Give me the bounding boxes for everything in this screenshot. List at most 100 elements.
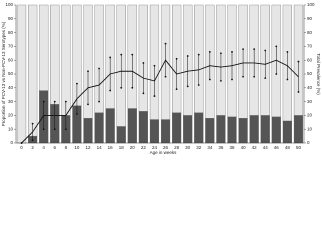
x-axis-label: Age in weeks [150,150,178,155]
x-tick-label: 22 [141,145,147,150]
error-cap [197,84,200,86]
y-tick-label: 20 [8,113,14,118]
error-cap [264,49,267,52]
bar [194,112,204,144]
bar-texture [94,5,104,113]
error-cap [131,86,134,89]
x-tick-label: 24 [152,145,158,150]
y-tick-label: 50 [8,71,14,76]
bar [172,112,182,144]
x-tick-label: 40 [241,145,247,150]
bar-texture [17,5,26,143]
error-cap [242,75,244,78]
line [21,59,299,144]
error-cap [297,60,300,63]
y-tick-label: 60 [8,57,14,62]
x-tick-label: 38 [229,145,235,150]
y-tick-label: 90 [8,16,14,21]
bar-texture [61,5,71,116]
error-cap [253,48,256,51]
bar [94,112,104,144]
bar [149,119,160,144]
bar [293,115,304,144]
x-tick-label: 28 [174,145,180,150]
x-tick-label: 20 [130,145,136,150]
x-tick-label: 6 [54,145,57,150]
error-cap [53,128,56,131]
bar-texture [138,5,148,112]
bar-texture [39,5,49,91]
bar [83,118,93,144]
error-cap [31,139,34,142]
error-cap [164,42,167,45]
x-tick-label: 10 [74,145,80,150]
x-tick-label: 36 [218,145,224,150]
error-cap [109,89,112,92]
y2-tick-label: 30 [307,99,313,104]
error-cap [76,82,78,85]
error-cap [275,45,278,48]
x-tick-label: 32 [196,145,202,150]
error-cap [142,62,145,64]
error-cap [208,78,211,81]
bar [249,115,259,144]
x-tick-label: 30 [185,145,191,150]
error-cap [220,80,222,82]
error-cap [275,73,278,75]
x-tick-label: 48 [285,145,291,150]
y2-tick-label: 40 [307,85,313,90]
y2-tick-label: 0 [307,140,310,145]
y2-tick-label: 50 [307,71,313,76]
error-cap [53,100,56,103]
error-cap [31,122,34,125]
bar-texture [294,5,303,116]
error-cap [286,78,289,81]
bar [271,116,281,144]
x-tick-label: 2 [31,145,34,150]
bar-texture [83,5,93,119]
x-tick-label: 4 [42,145,45,150]
y2-tick-label: 100 [307,2,315,7]
bar [216,115,226,144]
error-cap [153,95,156,97]
y2-tick-label: 20 [307,113,313,118]
error-cap [64,100,67,103]
error-cap [242,48,244,51]
x-tick-label: 16 [108,145,114,150]
error-cap [87,103,89,106]
y-axis-label: Proportion of PCV-13 vs Non-PCV-13 Serot… [1,21,6,126]
error-cap [76,113,78,115]
y2-tick-label: 90 [307,16,313,21]
bar-texture [150,5,159,120]
x-tick-label: 46 [274,145,280,150]
error-cap [42,100,45,103]
error-cap [64,128,67,131]
y-tick-label: 0 [10,140,13,145]
x-tick-label: 18 [119,145,125,150]
error-cap [286,51,289,53]
bar-texture [72,5,82,106]
error-cap [42,128,45,131]
bar [105,108,115,144]
error-cap [98,67,100,70]
error-cap [98,100,100,103]
bar-texture [28,5,38,137]
y-tick-label: 10 [8,126,14,131]
error-cap [120,53,123,56]
error-cap [164,75,167,78]
error-cap [231,78,233,81]
y2-tick-label: 10 [307,126,313,131]
y-tick-label: 70 [8,44,14,49]
error-cap [87,70,89,73]
x-tick-label: 34 [207,145,213,150]
error-cap [208,51,211,53]
y2-tick-label: 80 [307,30,313,35]
x-tick-label: 42 [252,145,258,150]
bar [160,119,171,144]
error-cap [220,52,222,55]
error-cap [175,57,178,60]
y2-tick-label: 70 [307,44,313,49]
bar-texture [50,5,60,105]
x-tick-label: 44 [263,145,269,150]
error-cap [175,88,178,91]
